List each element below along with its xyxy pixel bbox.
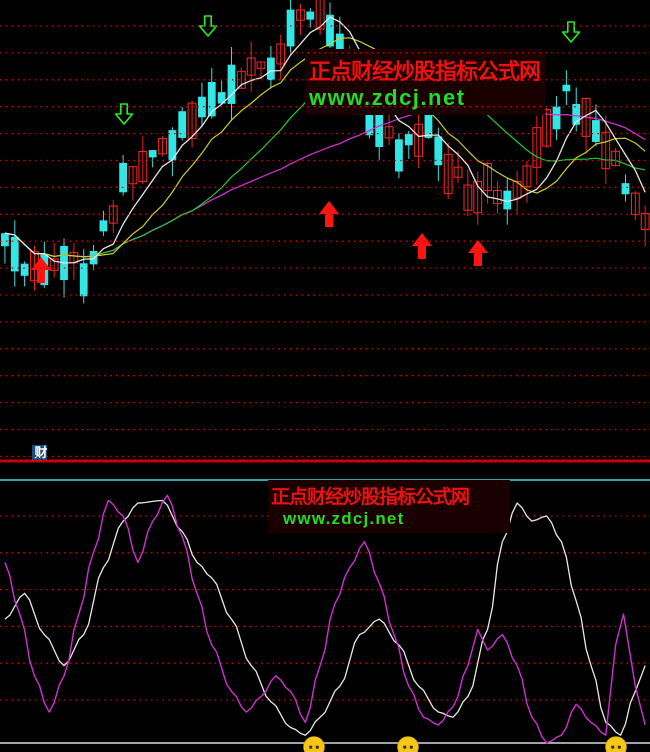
svg-text:正点财经炒股指标公式网: 正点财经炒股指标公式网 <box>271 485 469 508</box>
svg-text:财: 财 <box>35 445 48 460</box>
svg-text:www.zdcj.net: www.zdcj.net <box>282 509 404 528</box>
